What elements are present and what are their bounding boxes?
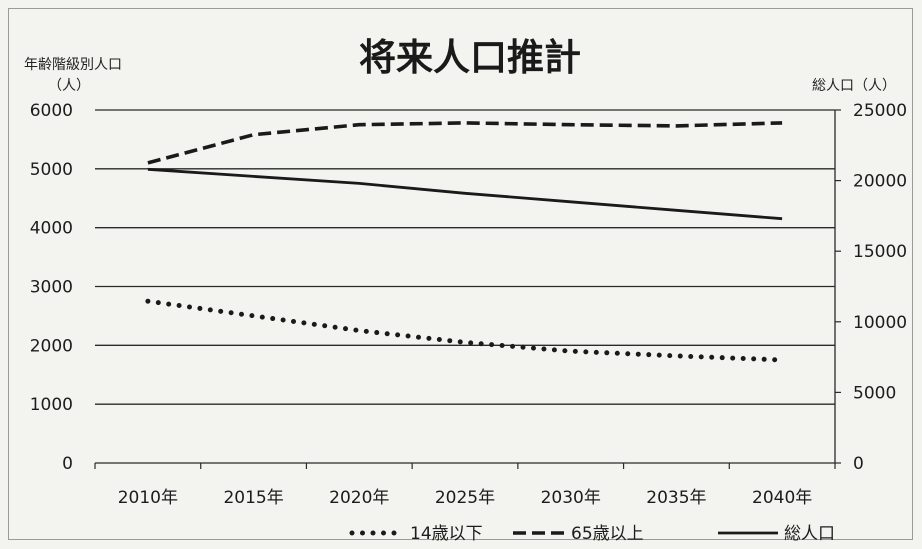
x-tick-label: 2040年 (752, 488, 812, 508)
left-tick-label: 0 (62, 454, 73, 474)
right-tick-label: 0 (853, 454, 864, 474)
right-tick-label: 10000 (853, 313, 907, 333)
legend-label-2: 総人口 (784, 524, 835, 544)
x-tick-label: 2035年 (646, 488, 706, 508)
x-tick-label: 2030年 (541, 488, 601, 508)
series-line-0 (148, 301, 782, 360)
chart-title: 将来人口推計 (359, 36, 581, 79)
legend-label-1: 65歳以上 (571, 524, 644, 544)
left-tick-label: 6000 (30, 101, 73, 121)
x-tick-label: 2015年 (223, 488, 283, 508)
grid-lines (95, 110, 835, 404)
left-axis-ticks: 0 1000 2000 3000 4000 5000 6000 (30, 101, 73, 474)
legend: 14歳以下 65歳以上 総人口 (352, 524, 835, 544)
left-tick-label: 4000 (30, 219, 73, 239)
left-tick-label: 2000 (30, 336, 73, 356)
left-tick-label: 1000 (30, 395, 73, 415)
legend-label-0: 14歳以下 (410, 524, 483, 544)
left-axis-label: 年齢階級別人口 (24, 57, 122, 73)
right-tick-label: 5000 (853, 383, 896, 403)
right-tick-label: 20000 (853, 172, 907, 192)
series-line-1 (148, 123, 782, 163)
right-tick-label: 15000 (853, 242, 907, 262)
right-axis-label: 総人口（人） (812, 78, 896, 94)
series-lines (148, 123, 782, 360)
x-tick-label: 2010年 (118, 488, 178, 508)
x-axis-ticks: 2010年 2015年 2020年 2025年 2030年 2035年 2040年 (95, 463, 835, 508)
right-tick-label: 25000 (853, 101, 907, 121)
left-axis-unit: （人） (48, 78, 90, 94)
right-axis-ticks: 0 5000 10000 15000 20000 25000 (835, 101, 907, 474)
left-tick-label: 3000 (30, 278, 73, 298)
left-tick-label: 5000 (30, 160, 73, 180)
x-tick-label: 2025年 (435, 488, 495, 508)
series-line-2 (148, 169, 782, 218)
x-tick-label: 2020年 (329, 488, 389, 508)
